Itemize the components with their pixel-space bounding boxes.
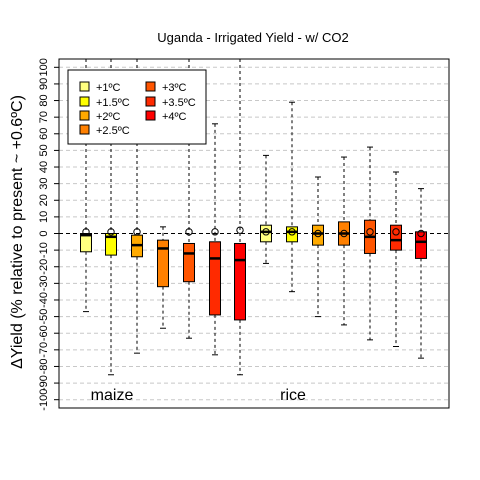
legend: +1ºC +1.5ºC +2ºC +2.5ºC +3ºC +3.5ºC +4ºC	[68, 70, 206, 144]
group-label-rice: rice	[280, 387, 306, 404]
y-tick-label: -50	[38, 309, 50, 325]
legend-label: +4ºC	[162, 111, 187, 123]
y-tick-label: -60	[38, 325, 50, 341]
y-tick-label: -40	[38, 292, 50, 308]
y-tick-label: -80	[38, 358, 50, 374]
legend-swatch	[146, 111, 155, 120]
legend-swatch	[146, 82, 155, 91]
box-rice	[261, 225, 272, 242]
y-tick-label: 40	[38, 161, 50, 173]
y-tick-label: -10	[38, 242, 50, 258]
chart-title: Uganda - Irrigated Yield - w/ CO2	[157, 30, 348, 45]
box-maize	[184, 243, 195, 281]
legend-label: +1.5ºC	[96, 97, 130, 109]
legend-label: +3.5ºC	[162, 97, 196, 109]
legend-swatch	[80, 111, 89, 120]
y-tick-label: -30	[38, 275, 50, 291]
legend-swatch	[146, 97, 155, 106]
y-tick-label: 80	[38, 94, 50, 106]
legend-label: +2ºC	[96, 111, 121, 123]
y-tick-label: -90	[38, 375, 50, 391]
box-maize	[235, 243, 246, 319]
y-axis-label: ΔYield (% relative to present ~ +0.6ºC)	[9, 95, 26, 369]
y-tick-label: 100	[38, 58, 50, 76]
group-labels: maize rice	[91, 387, 306, 404]
y-tick-label: -20	[38, 259, 50, 275]
y-tick-label: 10	[38, 211, 50, 223]
legend-label: +3ºC	[162, 82, 187, 94]
y-tick-label: 50	[38, 144, 50, 156]
group-label-maize: maize	[91, 387, 134, 404]
y-tick-label: 0	[38, 230, 50, 236]
legend-swatch	[80, 97, 89, 106]
y-tick-label: 60	[38, 128, 50, 140]
y-tick-label: -70	[38, 342, 50, 358]
y-tick-label: 90	[38, 78, 50, 90]
legend-label: +2.5ºC	[96, 125, 130, 137]
y-tick-label: 20	[38, 194, 50, 206]
y-tick-label: 30	[38, 178, 50, 190]
y-tick-label: 70	[38, 111, 50, 123]
box-maize	[210, 242, 221, 315]
legend-swatch	[80, 125, 89, 134]
box-rice	[313, 225, 324, 245]
y-axis: -100-90-80-70-60-50-40-30-20-10010203040…	[38, 58, 59, 411]
box-maize	[158, 240, 169, 287]
legend-swatch	[80, 82, 89, 91]
legend-label: +1ºC	[96, 82, 121, 94]
box-rice	[416, 232, 427, 259]
